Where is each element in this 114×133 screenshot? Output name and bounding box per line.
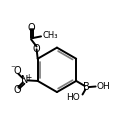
Text: CH₃: CH₃	[42, 31, 58, 40]
Text: O: O	[32, 44, 40, 54]
Text: N: N	[21, 75, 28, 85]
Text: ⁻: ⁻	[10, 64, 15, 74]
Text: HO: HO	[65, 93, 79, 102]
Text: O: O	[13, 66, 21, 76]
Text: O: O	[27, 23, 35, 33]
Text: OH: OH	[96, 82, 110, 91]
Text: B: B	[83, 82, 89, 92]
Text: +: +	[25, 73, 31, 82]
Text: O: O	[13, 85, 21, 95]
